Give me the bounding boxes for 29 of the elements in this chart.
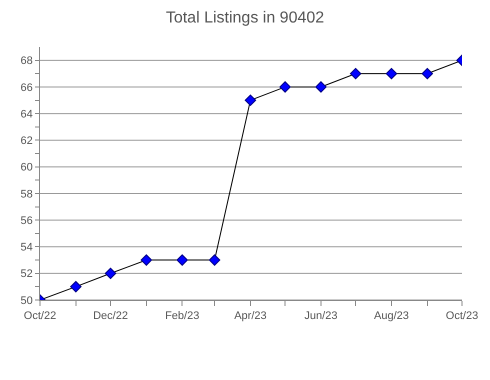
point (208, 254, 220, 266)
point (70, 280, 82, 292)
y-tick-label: 66 (20, 82, 33, 94)
y-tick-label: 60 (20, 162, 33, 174)
y-tick-label: 64 (20, 108, 33, 120)
x-tick-label: Aug/23 (374, 310, 409, 322)
point (104, 268, 116, 280)
point (176, 254, 188, 266)
x-tick-label: Apr/23 (234, 310, 267, 322)
y-tick-label: 50 (20, 294, 33, 307)
point (422, 68, 434, 80)
x-tick-label: Oct/23 (446, 310, 478, 322)
point (279, 81, 291, 93)
chart-title: Total Listings in 90402 (166, 10, 324, 27)
y-tick-label: 62 (20, 135, 33, 148)
point (350, 68, 362, 80)
y-tick-label: 54 (20, 242, 33, 254)
x-tick-label: Feb/23 (165, 310, 200, 322)
point (386, 68, 398, 80)
y-tick-label: 56 (20, 214, 33, 227)
point (315, 81, 327, 93)
y-tick-label: 58 (20, 188, 33, 200)
point (140, 254, 152, 266)
y-tick-label: 52 (20, 268, 33, 280)
point (244, 94, 256, 106)
x-tick-label: Oct/22 (24, 310, 56, 322)
x-tick-label: Dec/22 (93, 310, 128, 322)
x-tick-label: Jun/23 (304, 310, 338, 322)
y-tick-label: 68 (20, 55, 33, 68)
